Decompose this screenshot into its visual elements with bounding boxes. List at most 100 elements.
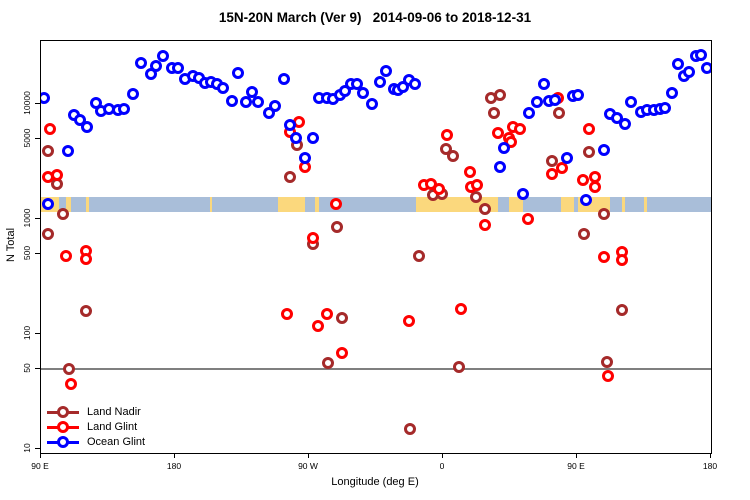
data-point-ocean-glint bbox=[672, 57, 685, 70]
data-point-land-nadir bbox=[331, 221, 344, 234]
data-point-land-nadir bbox=[545, 155, 558, 168]
data-point-land-glint bbox=[280, 308, 293, 321]
data-point-ocean-glint bbox=[81, 120, 94, 133]
data-point-land-glint bbox=[60, 250, 73, 263]
y-tick bbox=[35, 333, 40, 334]
legend-label: Ocean Glint bbox=[87, 435, 146, 448]
data-point-land-nadir bbox=[469, 191, 482, 204]
data-point-ocean-glint bbox=[149, 60, 162, 72]
data-point-ocean-glint bbox=[658, 102, 671, 114]
land-band-segment bbox=[85, 196, 89, 212]
data-point-ocean-glint bbox=[572, 88, 585, 101]
data-point-land-nadir bbox=[42, 227, 55, 240]
data-point-land-nadir bbox=[447, 150, 460, 162]
x-tick bbox=[442, 453, 443, 458]
legend-item: Land Nadir bbox=[47, 404, 145, 419]
x-tick-label: 180 bbox=[166, 461, 182, 471]
y-tick-label: 10000 bbox=[22, 91, 32, 115]
data-point-land-glint bbox=[335, 347, 348, 360]
data-point-ocean-glint bbox=[523, 107, 536, 119]
data-point-land-nadir bbox=[404, 422, 417, 435]
data-point-land-glint bbox=[432, 183, 445, 196]
data-point-land-glint bbox=[582, 122, 595, 135]
data-point-land-nadir bbox=[335, 311, 348, 324]
data-point-ocean-glint bbox=[408, 78, 421, 91]
land-band-segment bbox=[644, 196, 647, 212]
data-point-ocean-glint bbox=[277, 72, 290, 85]
data-point-land-glint bbox=[43, 122, 56, 135]
data-point-ocean-glint bbox=[118, 102, 131, 115]
data-point-ocean-glint bbox=[41, 91, 50, 104]
legend: Land Nadir Land Glint Ocean Glint bbox=[47, 404, 145, 449]
data-point-land-nadir bbox=[493, 88, 506, 101]
data-point-land-nadir bbox=[42, 145, 55, 158]
data-point-land-glint bbox=[521, 213, 534, 225]
data-point-land-nadir bbox=[478, 203, 491, 216]
x-tick-label: 0 bbox=[439, 461, 445, 471]
data-point-land-glint bbox=[320, 308, 333, 321]
data-point-land-nadir bbox=[57, 208, 70, 221]
data-point-land-nadir bbox=[79, 305, 92, 318]
x-tick-label: 90 W bbox=[298, 461, 318, 471]
data-point-ocean-glint bbox=[380, 64, 393, 77]
data-point-ocean-glint bbox=[246, 86, 259, 99]
data-point-land-glint bbox=[463, 166, 476, 179]
legend-ring-icon bbox=[57, 435, 69, 448]
data-point-ocean-glint bbox=[700, 61, 711, 74]
data-point-ocean-glint bbox=[517, 187, 530, 200]
data-point-ocean-glint bbox=[666, 86, 679, 99]
data-point-ocean-glint bbox=[365, 98, 378, 110]
data-point-ocean-glint bbox=[597, 144, 610, 156]
data-point-ocean-glint bbox=[216, 81, 229, 94]
y-tick bbox=[35, 252, 40, 254]
data-point-ocean-glint bbox=[225, 95, 238, 108]
data-point-ocean-glint bbox=[283, 118, 296, 131]
data-point-land-glint bbox=[311, 320, 324, 333]
data-point-land-glint bbox=[307, 231, 320, 244]
data-point-ocean-glint bbox=[134, 57, 147, 70]
legend-label: Land Glint bbox=[87, 420, 138, 433]
data-point-ocean-glint bbox=[694, 49, 707, 62]
data-point-ocean-glint bbox=[252, 96, 265, 109]
data-point-land-nadir bbox=[600, 356, 613, 369]
y-tick-label: 1000 bbox=[22, 208, 32, 228]
y-tick bbox=[35, 448, 40, 449]
data-point-ocean-glint bbox=[356, 86, 369, 99]
data-point-land-nadir bbox=[615, 303, 628, 316]
data-point-land-glint bbox=[597, 250, 610, 263]
data-point-ocean-glint bbox=[157, 50, 170, 63]
legend-ring-icon bbox=[57, 405, 69, 418]
x-tick bbox=[174, 453, 175, 458]
data-point-land-glint bbox=[478, 218, 491, 231]
land-band-segment bbox=[621, 196, 625, 212]
data-point-land-nadir bbox=[63, 362, 76, 375]
data-point-land-nadir bbox=[582, 145, 595, 158]
ocean-band bbox=[41, 196, 711, 212]
data-point-ocean-glint bbox=[548, 94, 561, 107]
data-point-land-glint bbox=[51, 169, 64, 182]
data-point-land-nadir bbox=[487, 107, 500, 119]
x-tick bbox=[40, 453, 41, 458]
data-point-land-glint bbox=[79, 252, 92, 265]
data-point-land-nadir bbox=[578, 227, 591, 240]
data-point-land-glint bbox=[492, 126, 505, 139]
data-point-ocean-glint bbox=[231, 67, 244, 79]
data-point-ocean-glint bbox=[579, 194, 592, 207]
data-point-land-glint bbox=[514, 122, 527, 135]
x-tick-label: 90 E bbox=[567, 461, 585, 471]
data-point-land-nadir bbox=[413, 250, 426, 263]
data-point-land-glint bbox=[329, 198, 342, 210]
data-point-ocean-glint bbox=[374, 76, 387, 89]
plot-area: Land Nadir Land Glint Ocean Glint bbox=[40, 40, 712, 454]
data-point-ocean-glint bbox=[538, 78, 551, 91]
data-point-land-glint bbox=[545, 168, 558, 181]
data-point-ocean-glint bbox=[530, 96, 543, 109]
data-point-ocean-glint bbox=[127, 88, 140, 101]
y-tick bbox=[35, 367, 40, 369]
data-point-land-nadir bbox=[597, 208, 610, 221]
data-point-ocean-glint bbox=[289, 132, 302, 145]
data-point-land-nadir bbox=[553, 107, 566, 119]
x-tick bbox=[710, 453, 711, 458]
y-tick-label: 10 bbox=[22, 443, 32, 453]
data-point-land-nadir bbox=[283, 170, 296, 183]
